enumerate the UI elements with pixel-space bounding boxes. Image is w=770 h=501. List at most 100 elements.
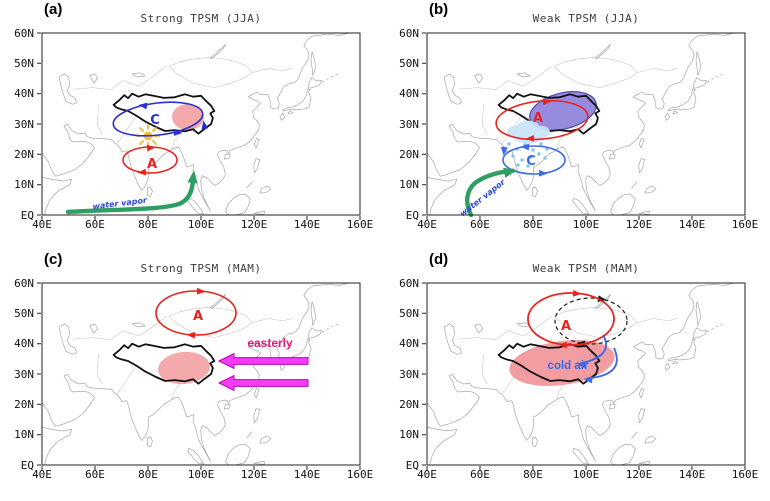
- tick-label: 40N: [399, 87, 419, 101]
- tick-label: 10N: [14, 428, 34, 442]
- tick-label: EQ: [20, 458, 34, 472]
- tick-label: 50N: [399, 56, 419, 70]
- tick-label: 30N: [399, 367, 419, 381]
- tick-label: 100E: [187, 468, 215, 481]
- anticyclone-circulation: [155, 287, 237, 339]
- panel-title: Strong TPSM (JJA): [140, 12, 262, 25]
- tick-label: 20N: [14, 147, 34, 161]
- plot-frame: [426, 32, 746, 216]
- panel-d: (d) Weak TPSM (MAM) 60N 50N 40N 30N 20N 10N EQ…: [385, 250, 770, 500]
- y-axis-labels: 60N 50N 40N 30N 20N 10N EQ: [385, 27, 423, 222]
- tick-label: 100E: [572, 218, 600, 231]
- warm-shading: [158, 351, 210, 385]
- anticyclone-label: A: [561, 319, 571, 334]
- tick-label: 30N: [14, 117, 34, 131]
- tick-label: 80E: [523, 218, 543, 231]
- tick-label: 80E: [138, 218, 158, 231]
- panel-c: (c) Strong TPSM (MAM) 60N 50N 40N 30N 20N 10N…: [0, 250, 385, 500]
- tick-label: 20N: [399, 397, 419, 411]
- anticyclone-circulation: [527, 289, 615, 349]
- y-axis-labels: 60N 50N 40N 30N 20N 10N EQ: [0, 27, 38, 222]
- tick-label: 20N: [14, 397, 34, 411]
- tick-label: 140E: [293, 468, 321, 481]
- tick-label: 40E: [417, 218, 437, 231]
- tick-label: 60N: [399, 26, 419, 40]
- tick-label: 80E: [138, 468, 158, 481]
- x-axis-labels: 40E 60E 80E 100E 120E 140E 160E: [32, 218, 373, 232]
- tick-label: 50N: [14, 56, 34, 70]
- cold-air-arrow: [576, 334, 618, 384]
- tick-label: 60N: [14, 276, 34, 290]
- anticyclone-label: A: [533, 111, 543, 126]
- tick-label: 160E: [346, 218, 374, 231]
- tick-label: 30N: [399, 117, 419, 131]
- plot-frame: [41, 32, 361, 216]
- map-plot: A C water vapor: [421, 32, 746, 221]
- tick-label: 60E: [470, 468, 490, 481]
- plot-frame: [426, 282, 746, 466]
- tick-label: 140E: [678, 468, 706, 481]
- tick-label: 120E: [240, 468, 268, 481]
- tick-label: 40E: [417, 468, 437, 481]
- water-vapor-arrow: [465, 165, 518, 218]
- cyclone-label: C: [150, 113, 160, 128]
- tick-label: 60N: [14, 26, 34, 40]
- tick-label: 40E: [32, 218, 52, 231]
- tick-label: EQ: [20, 208, 34, 222]
- x-axis-labels: 40E 60E 80E 100E 120E 140E 160E: [417, 218, 758, 232]
- tick-label: 60E: [85, 218, 105, 231]
- panel-a: (a) Strong TPSM (JJA) 60N 50N 40N 30N 20N 10N…: [0, 0, 385, 250]
- panel-title: Strong TPSM (MAM): [140, 262, 262, 275]
- panel-title: Weak TPSM (MAM): [532, 262, 640, 275]
- x-axis-labels: 40E 60E 80E 100E 120E 140E 160E: [32, 468, 373, 482]
- tick-label: 80E: [523, 468, 543, 481]
- easterly-label: easterly: [247, 336, 293, 350]
- panel-b: (b) Weak TPSM (JJA) 60N 50N 40N 30N 20N 10N EQ…: [385, 0, 770, 250]
- tick-label: 10N: [399, 178, 419, 192]
- tick-label: 140E: [678, 218, 706, 231]
- tick-label: 40N: [14, 337, 34, 351]
- map-plot: C A water vapor: [36, 32, 361, 221]
- tick-label: 60E: [85, 468, 105, 481]
- y-axis-labels: 60N 50N 40N 30N 20N 10N EQ: [385, 277, 423, 472]
- tick-label: 30N: [14, 367, 34, 381]
- panel-letter: (c): [44, 251, 63, 268]
- tick-label: 40E: [32, 468, 52, 481]
- cyclone-label: C: [526, 154, 536, 169]
- tick-label: 160E: [731, 468, 759, 481]
- tick-label: 100E: [572, 468, 600, 481]
- plot-frame: [41, 282, 361, 466]
- cold-air-label: cold air: [548, 360, 589, 372]
- panel-letter: (a): [44, 1, 63, 18]
- tick-label: 60E: [470, 218, 490, 231]
- panel-letter: (b): [429, 1, 449, 18]
- map-plot: A cold air: [421, 282, 746, 471]
- dashed-circulation: [554, 295, 628, 348]
- cyclone-circulation: [500, 143, 566, 178]
- tick-label: 60N: [399, 276, 419, 290]
- tick-label: 100E: [187, 218, 215, 231]
- anticyclone-label: A: [193, 309, 203, 324]
- tick-label: 120E: [240, 218, 268, 231]
- tick-label: 140E: [293, 218, 321, 231]
- tick-label: 50N: [399, 306, 419, 320]
- cyclone-circulation: [112, 101, 209, 137]
- tick-label: 10N: [399, 428, 419, 442]
- panel-letter: (d): [429, 251, 449, 268]
- tick-label: 10N: [14, 178, 34, 192]
- tick-label: 20N: [399, 147, 419, 161]
- water-vapor-arrow: [65, 169, 200, 215]
- map-plot: A easterly: [36, 282, 361, 471]
- x-axis-labels: 40E 60E 80E 100E 120E 140E 160E: [417, 468, 758, 482]
- anticyclone-label: A: [147, 157, 157, 172]
- tick-label: 120E: [625, 218, 653, 231]
- tick-label: 40N: [399, 337, 419, 351]
- y-axis-labels: 60N 50N 40N 30N 20N 10N EQ: [0, 277, 38, 472]
- panel-title: Weak TPSM (JJA): [532, 12, 640, 25]
- tick-label: 120E: [625, 468, 653, 481]
- anticyclone-circulation: [122, 143, 178, 177]
- tick-label: 40N: [14, 87, 34, 101]
- tick-label: 50N: [14, 306, 34, 320]
